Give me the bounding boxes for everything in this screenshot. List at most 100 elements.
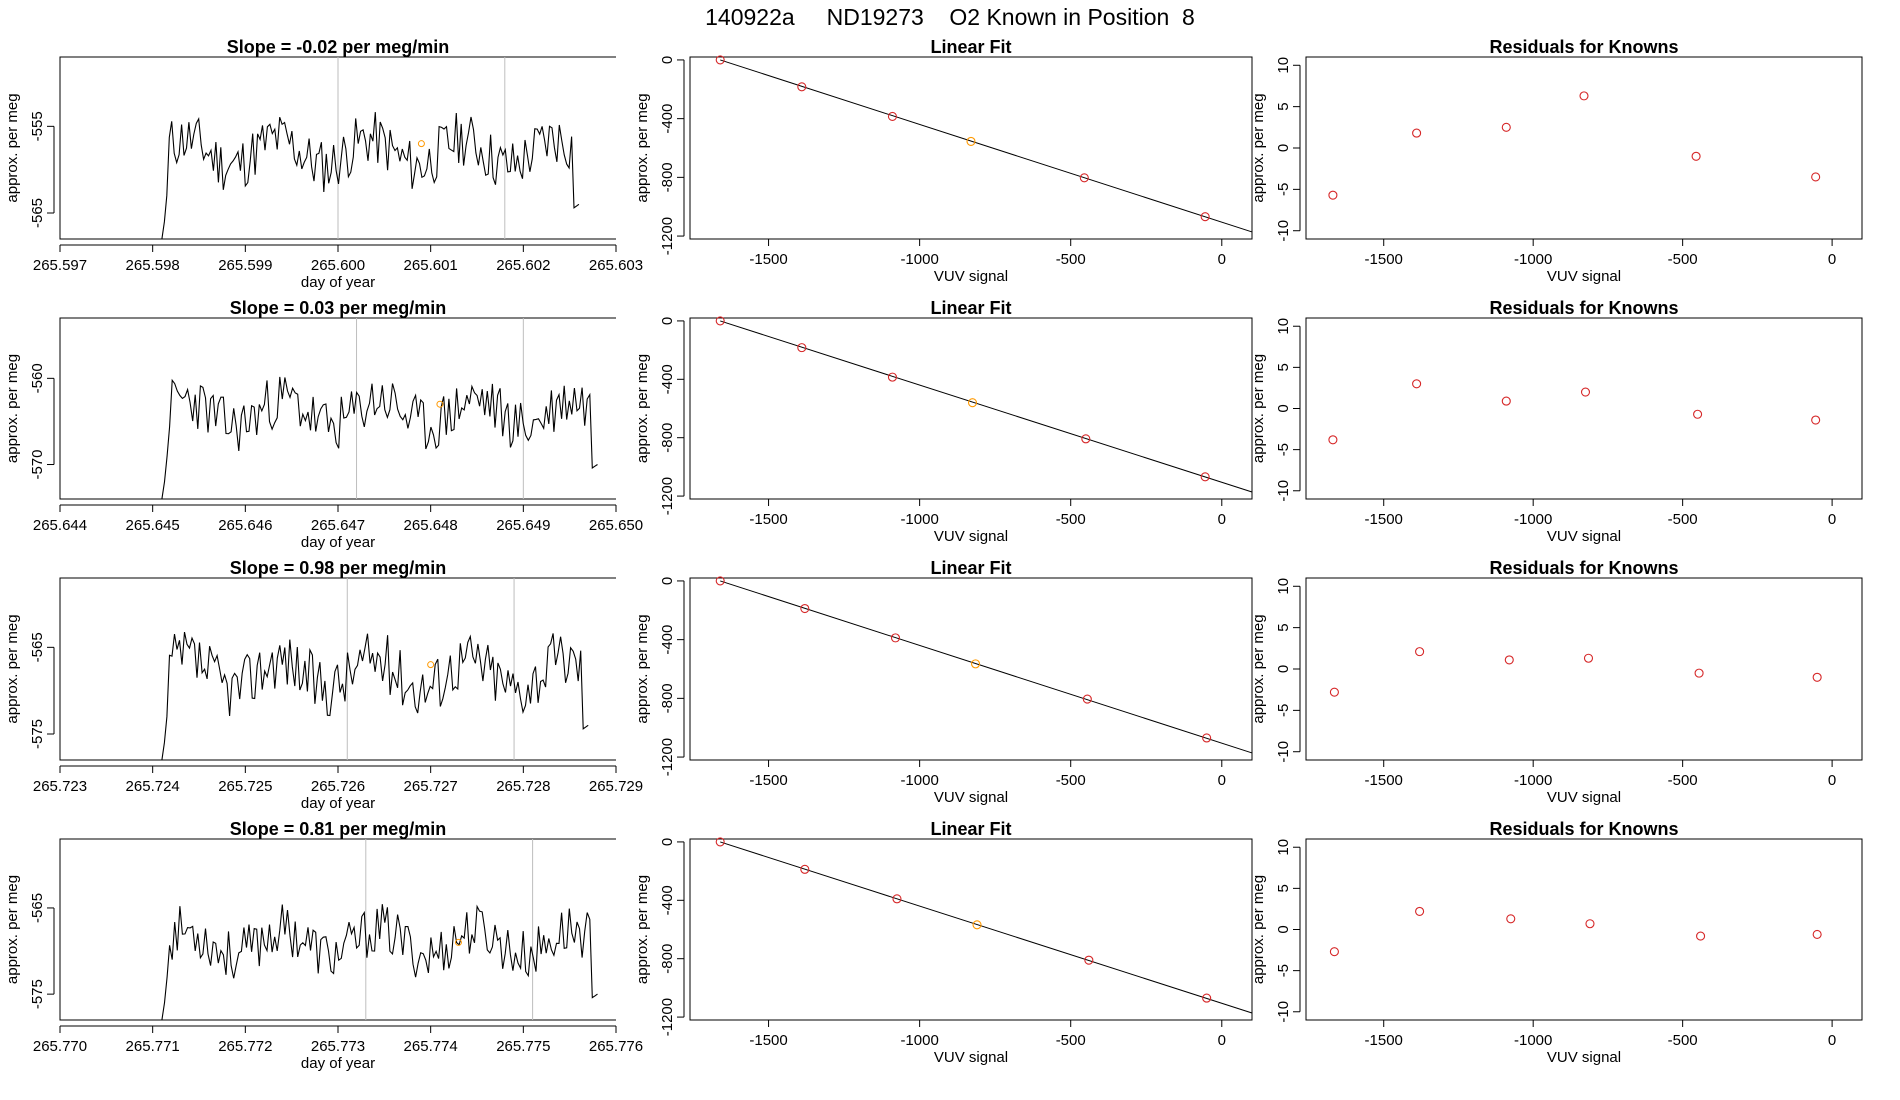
plot-frame (59, 577, 616, 761)
y-axis-label: approx. per meg (1250, 875, 1267, 984)
x-tick-label: 265.602 (496, 257, 550, 274)
data-point (1412, 379, 1422, 389)
y-axis-label: approx. per meg (4, 93, 21, 202)
data-point (887, 111, 897, 121)
y-tick-label: 10 (1275, 57, 1292, 74)
x-tick-label: 0 (1828, 772, 1836, 789)
y-axis-label: approx. per meg (634, 875, 651, 984)
data-point (1580, 387, 1591, 397)
x-tick-label: 265.644 (33, 517, 87, 534)
x-tick-label: -1500 (1365, 772, 1403, 789)
x-tick-label: 0 (1828, 511, 1836, 528)
y-tick-label: -1200 (659, 477, 676, 515)
x-tick-label: -1000 (900, 1032, 938, 1049)
x-axis-label: VUV signal (1547, 268, 1621, 285)
x-tick-label: 0 (1218, 511, 1226, 528)
x-tick-label: -1000 (900, 251, 938, 268)
y-axis-label: approx. per meg (634, 614, 651, 723)
x-tick-label: 0 (1218, 1032, 1226, 1049)
data-point (1328, 435, 1338, 445)
y-tick-label: -400 (659, 364, 676, 394)
data-point (1202, 993, 1212, 1003)
x-tick-label: -1000 (1514, 772, 1552, 789)
data-point (1812, 929, 1822, 939)
data-point (1415, 647, 1425, 657)
x-axis-label: VUV signal (1547, 1049, 1621, 1066)
panel-title: Residuals for Knowns (1489, 298, 1678, 318)
panel-title: Residuals for Knowns (1489, 558, 1678, 578)
panel-title: Slope = 0.98 per meg/min (230, 558, 447, 578)
data-point (1696, 931, 1706, 941)
x-tick-label: 265.773 (311, 1038, 365, 1055)
y-tick-label: -570 (29, 450, 46, 480)
y-tick-label: -1200 (659, 217, 676, 255)
data-point (800, 603, 810, 614)
x-tick-label: -500 (1056, 511, 1086, 528)
y-tick-label: 0 (659, 577, 676, 585)
data-point (892, 894, 902, 904)
panel-title: Linear Fit (930, 819, 1011, 839)
x-axis-label: VUV signal (934, 1049, 1008, 1066)
y-tick-label: 10 (1275, 578, 1292, 595)
x-tick-label: 265.725 (218, 778, 272, 795)
x-tick-label: -1500 (749, 772, 787, 789)
panel-title: Slope = 0.81 per meg/min (230, 819, 447, 839)
y-axis-label: approx. per meg (1250, 354, 1267, 463)
y-tick-label: -10 (1275, 741, 1292, 763)
x-tick-label: -500 (1668, 251, 1698, 268)
x-tick-label: 265.726 (311, 778, 365, 795)
x-axis-label: day of year (301, 1055, 375, 1072)
x-tick-label: -500 (1668, 772, 1698, 789)
y-tick-label: -560 (29, 363, 46, 393)
y-tick-label: -400 (659, 625, 676, 655)
data-point (1328, 190, 1338, 200)
y-tick-label: 0 (659, 838, 676, 846)
plot-frame (689, 317, 1253, 500)
y-tick-label: 0 (659, 317, 676, 325)
y-tick-label: -1200 (659, 738, 676, 776)
y-tick-label: -5 (1275, 964, 1292, 977)
fit-line (720, 320, 1253, 493)
data-trace (161, 376, 598, 500)
x-tick-label: 265.649 (496, 517, 550, 534)
y-tick-label: -800 (659, 944, 676, 974)
x-tick-label: 265.603 (589, 257, 643, 274)
x-axis-label: VUV signal (934, 268, 1008, 285)
plot-frame (1305, 577, 1863, 761)
data-point (1200, 212, 1210, 222)
data-point (1200, 472, 1210, 482)
highlight-point (436, 400, 444, 408)
fit-line (720, 841, 1253, 1014)
y-tick-label: 5 (1275, 884, 1292, 892)
x-tick-label: 265.601 (404, 257, 458, 274)
y-tick-label: 10 (1275, 318, 1292, 335)
y-tick-label: 5 (1275, 102, 1292, 110)
y-tick-label: 5 (1275, 623, 1292, 631)
x-tick-label: 0 (1828, 1032, 1836, 1049)
y-tick-label: -400 (659, 104, 676, 134)
data-point (1412, 128, 1422, 138)
y-tick-label: 5 (1275, 363, 1292, 371)
y-tick-label: -565 (29, 198, 46, 228)
highlight-point (967, 398, 978, 408)
data-point (1585, 919, 1595, 929)
y-tick-label: 0 (1275, 404, 1292, 412)
data-point (800, 864, 810, 874)
highlight-point (970, 659, 981, 669)
plot-frame (1305, 56, 1863, 240)
panel-title: Residuals for Knowns (1489, 819, 1678, 839)
y-tick-label: -1200 (659, 998, 676, 1036)
data-point (715, 576, 725, 586)
x-tick-label: 0 (1828, 251, 1836, 268)
highlight-point (417, 140, 425, 148)
plot-frame (689, 56, 1253, 240)
panel-title: Linear Fit (930, 37, 1011, 57)
x-tick-label: -1000 (1514, 1032, 1552, 1049)
x-tick-label: -1000 (1514, 251, 1552, 268)
panel-title: Linear Fit (930, 558, 1011, 578)
x-tick-label: 265.645 (126, 517, 180, 534)
plot-frame (689, 838, 1253, 1021)
x-tick-label: -500 (1668, 1032, 1698, 1049)
fit-line (720, 580, 1253, 754)
data-point (715, 837, 725, 847)
